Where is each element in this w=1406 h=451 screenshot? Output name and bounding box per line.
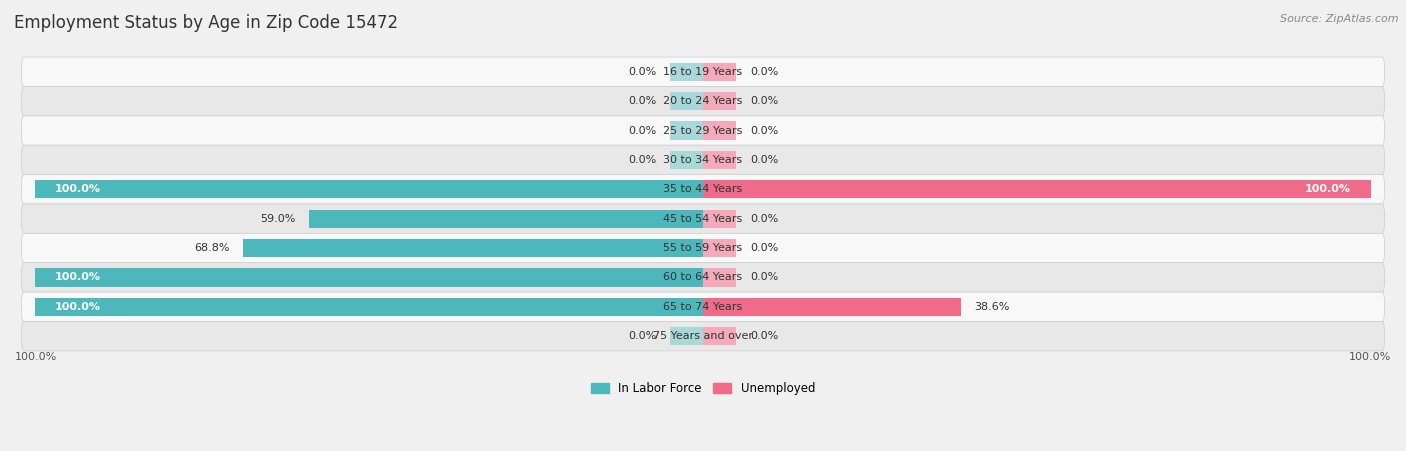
Text: 45 to 54 Years: 45 to 54 Years	[664, 214, 742, 224]
Text: 0.0%: 0.0%	[628, 331, 657, 341]
Text: 0.0%: 0.0%	[628, 155, 657, 165]
FancyBboxPatch shape	[21, 263, 1385, 292]
Text: 20 to 24 Years: 20 to 24 Years	[664, 96, 742, 106]
Text: 0.0%: 0.0%	[749, 272, 778, 282]
Text: 0.0%: 0.0%	[749, 155, 778, 165]
Text: 100.0%: 100.0%	[1305, 184, 1351, 194]
FancyBboxPatch shape	[21, 204, 1385, 233]
Bar	[703, 63, 737, 81]
Bar	[703, 268, 737, 286]
Bar	[669, 327, 703, 345]
FancyBboxPatch shape	[21, 57, 1385, 87]
Text: 100.0%: 100.0%	[55, 272, 101, 282]
FancyBboxPatch shape	[21, 292, 1385, 322]
FancyBboxPatch shape	[21, 116, 1385, 145]
Text: 0.0%: 0.0%	[749, 67, 778, 77]
Text: 0.0%: 0.0%	[628, 125, 657, 135]
FancyBboxPatch shape	[21, 145, 1385, 175]
Text: 100.0%: 100.0%	[1348, 352, 1391, 362]
Bar	[35, 298, 703, 316]
Text: 0.0%: 0.0%	[749, 243, 778, 253]
Bar	[669, 92, 703, 110]
Text: 65 to 74 Years: 65 to 74 Years	[664, 302, 742, 312]
Bar	[703, 92, 737, 110]
Text: Employment Status by Age in Zip Code 15472: Employment Status by Age in Zip Code 154…	[14, 14, 398, 32]
FancyBboxPatch shape	[21, 87, 1385, 116]
Bar	[669, 63, 703, 81]
Text: 0.0%: 0.0%	[628, 67, 657, 77]
Text: 100.0%: 100.0%	[55, 302, 101, 312]
FancyBboxPatch shape	[21, 322, 1385, 351]
Text: 30 to 34 Years: 30 to 34 Years	[664, 155, 742, 165]
Bar	[703, 180, 1371, 198]
Text: 100.0%: 100.0%	[15, 352, 58, 362]
Text: 68.8%: 68.8%	[194, 243, 231, 253]
Bar	[35, 180, 703, 198]
FancyBboxPatch shape	[21, 233, 1385, 263]
Text: 16 to 19 Years: 16 to 19 Years	[664, 67, 742, 77]
Bar	[703, 151, 737, 169]
Legend: In Labor Force, Unemployed: In Labor Force, Unemployed	[586, 377, 820, 400]
FancyBboxPatch shape	[21, 175, 1385, 204]
Text: 100.0%: 100.0%	[55, 184, 101, 194]
Text: 75 Years and over: 75 Years and over	[652, 331, 754, 341]
Bar	[669, 151, 703, 169]
Bar	[703, 298, 960, 316]
Bar	[309, 210, 703, 228]
Text: 0.0%: 0.0%	[628, 96, 657, 106]
Text: 0.0%: 0.0%	[749, 331, 778, 341]
Text: 38.6%: 38.6%	[974, 302, 1010, 312]
Text: 25 to 29 Years: 25 to 29 Years	[664, 125, 742, 135]
Text: Source: ZipAtlas.com: Source: ZipAtlas.com	[1281, 14, 1399, 23]
Bar	[703, 239, 737, 257]
Text: 59.0%: 59.0%	[260, 214, 295, 224]
Text: 0.0%: 0.0%	[749, 214, 778, 224]
Text: 60 to 64 Years: 60 to 64 Years	[664, 272, 742, 282]
Bar	[703, 210, 737, 228]
Text: 55 to 59 Years: 55 to 59 Years	[664, 243, 742, 253]
Bar	[703, 327, 737, 345]
Text: 35 to 44 Years: 35 to 44 Years	[664, 184, 742, 194]
Text: 0.0%: 0.0%	[749, 125, 778, 135]
Bar	[243, 239, 703, 257]
Text: 0.0%: 0.0%	[749, 96, 778, 106]
Bar	[703, 121, 737, 140]
Bar	[35, 268, 703, 286]
Bar	[669, 121, 703, 140]
